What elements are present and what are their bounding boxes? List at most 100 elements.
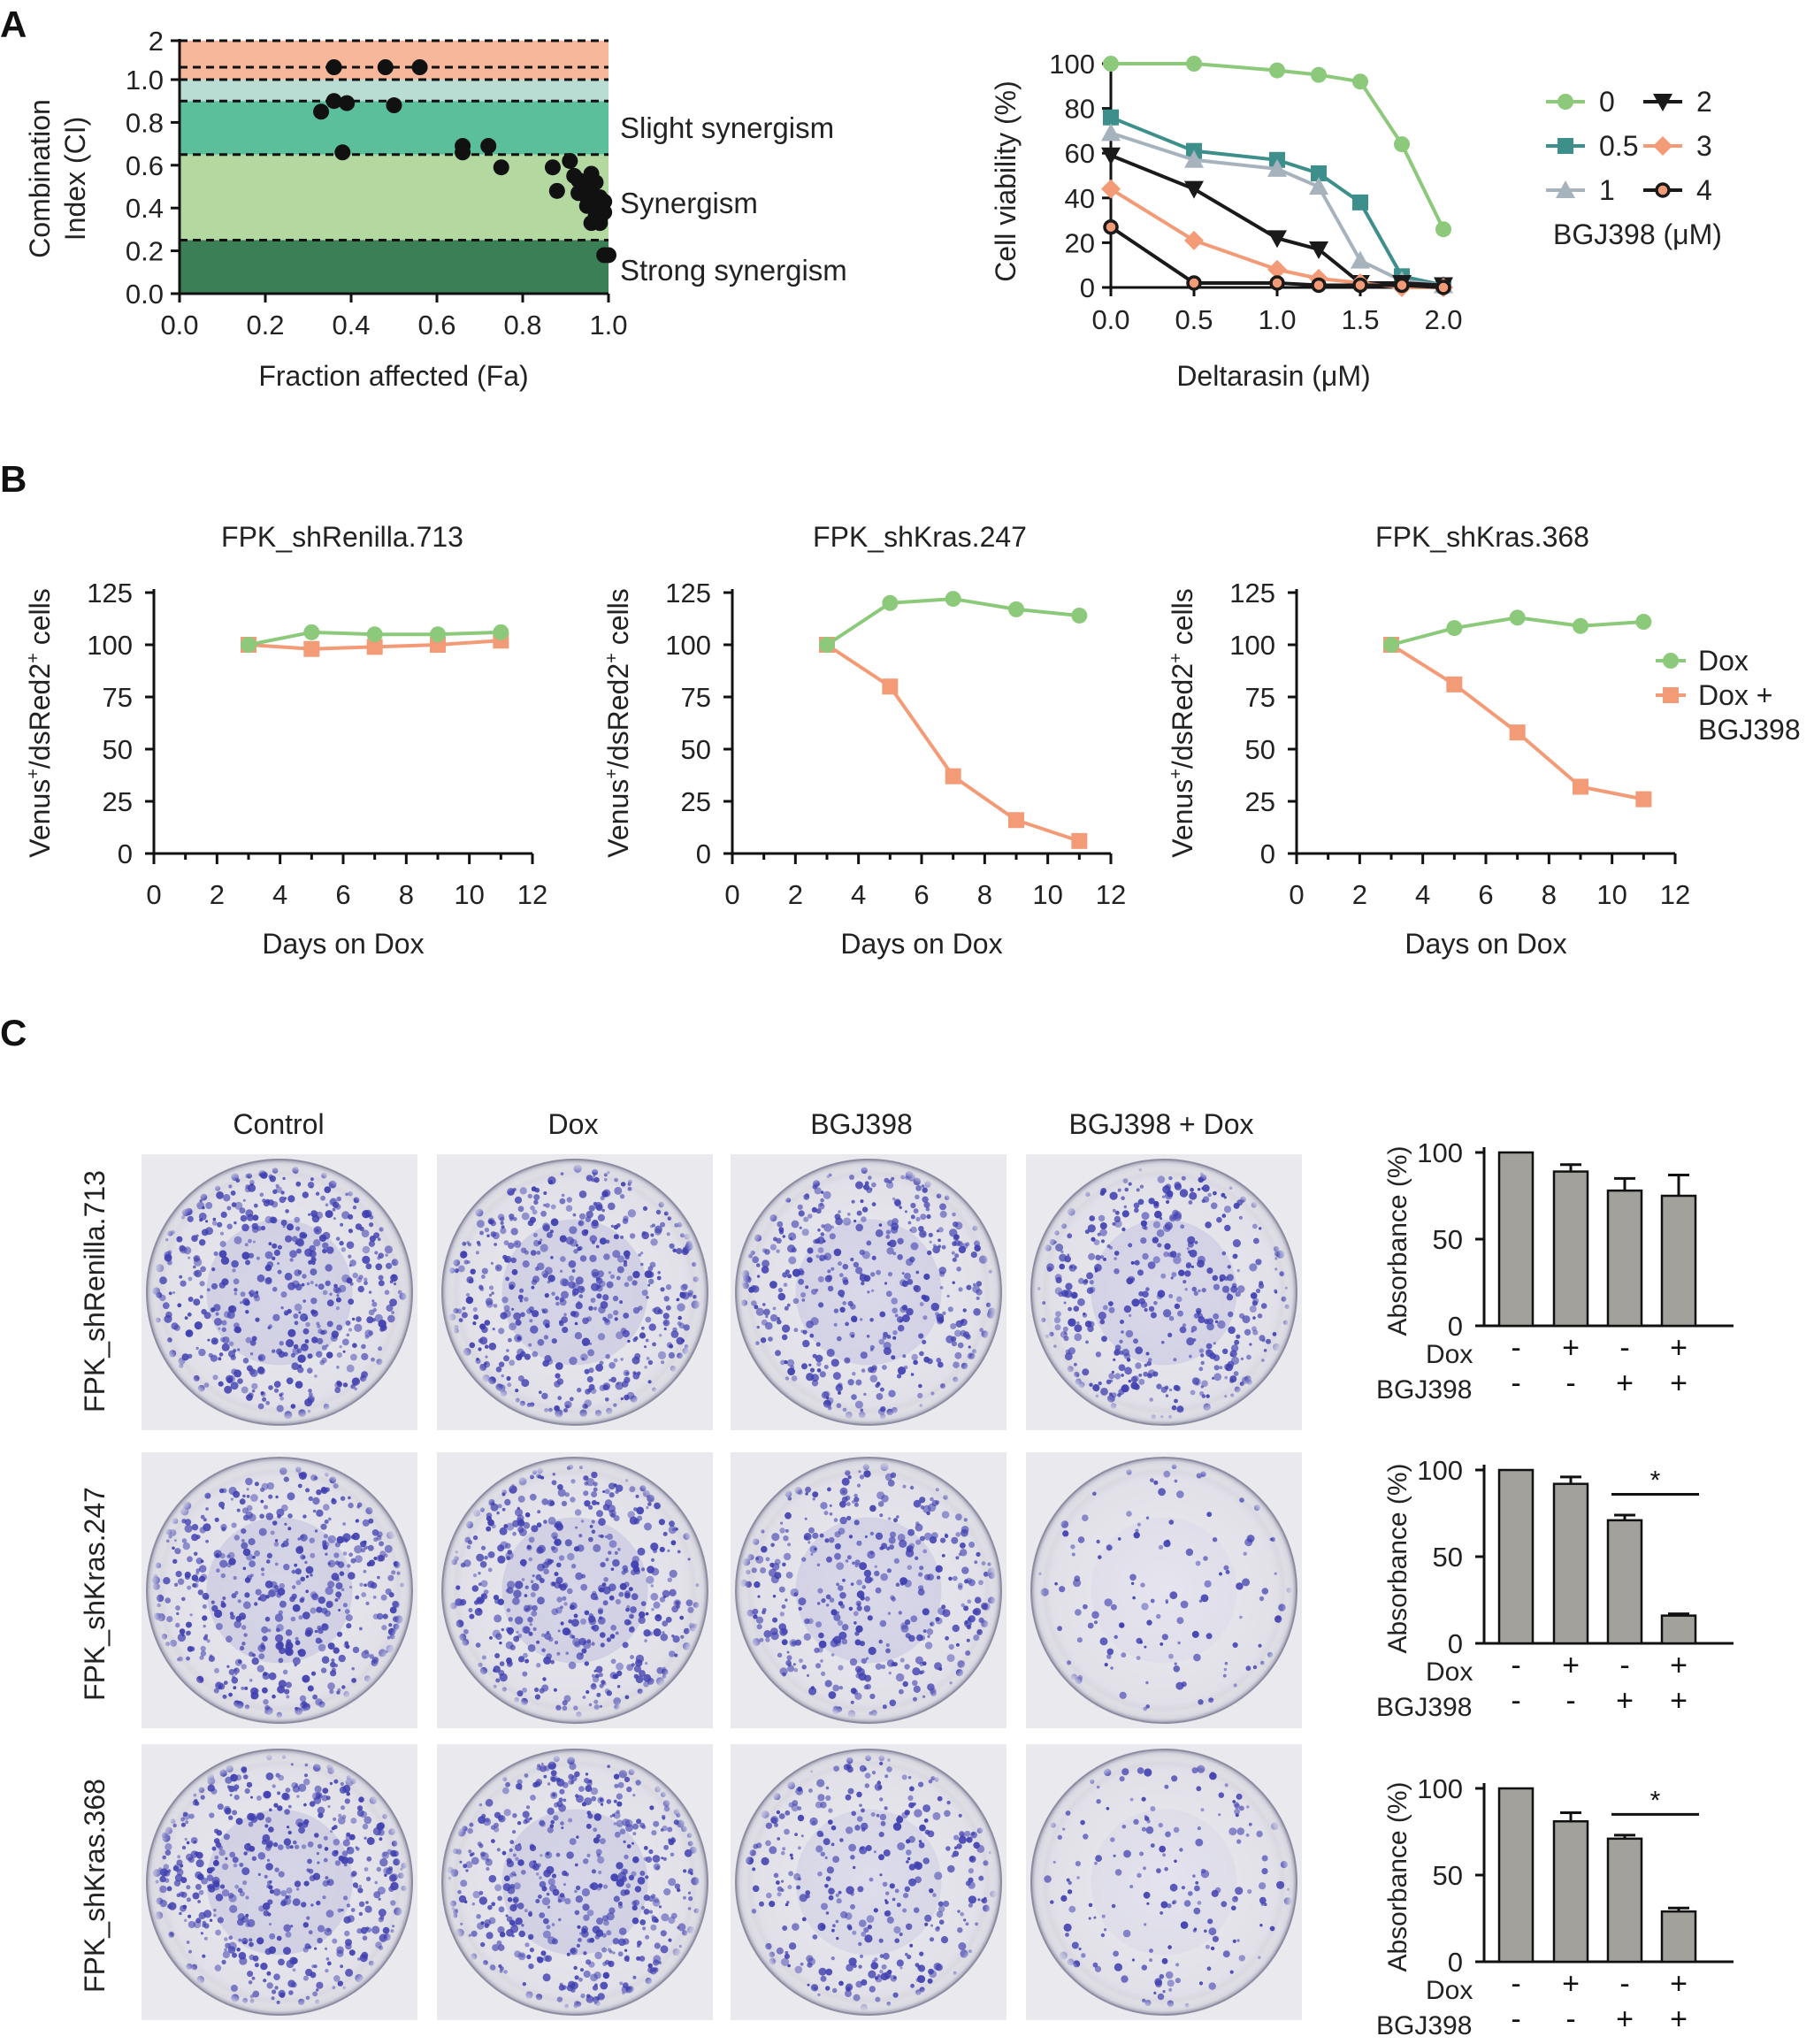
c-col-control: Control	[233, 1108, 324, 1140]
viability-point	[1103, 109, 1119, 126]
colony-plate-r3-c2	[437, 1744, 713, 2020]
plate-rim	[1030, 1457, 1297, 1724]
viability-legend-marker	[1653, 136, 1672, 156]
plate-rim	[1030, 1159, 1297, 1426]
ci-x-tick-label: 0.2	[246, 310, 284, 341]
ci-x-tick-label: 0.0	[160, 310, 198, 341]
viability-legend-marker	[1653, 94, 1672, 111]
viability-xlabel: Deltarasin (μM)	[1176, 360, 1370, 392]
viability-point	[1267, 259, 1287, 279]
venus-point	[819, 637, 835, 653]
ci-point	[544, 159, 561, 176]
panel-label-c: C	[0, 1012, 27, 1053]
venus-point	[1008, 812, 1024, 829]
viability-point	[1267, 230, 1287, 249]
venus-series-line-1	[825, 643, 1080, 843]
venus-point	[1509, 609, 1526, 626]
venus-x-tick-label: 12	[1096, 879, 1126, 910]
venus-ylabel: Venus+/dsRed2+ cells	[602, 588, 634, 857]
colony-plate-r1-c1	[142, 1154, 417, 1430]
venus-xlabel: Days on Dox	[840, 928, 1002, 960]
ci-point	[411, 59, 428, 75]
venus-x-tick-label: 2	[788, 879, 803, 910]
ci-ylabel-line1: Combination	[24, 99, 56, 258]
ci-zone-0	[180, 240, 608, 294]
venus-y-tick-label: 0	[1260, 838, 1275, 869]
b-title-3: FPK_shKras.368	[1375, 521, 1589, 553]
venus-y-tick-label: 75	[1245, 682, 1275, 713]
viability-legend-marker	[1558, 138, 1573, 154]
b-legend-doxbgj-marker	[1663, 687, 1679, 703]
viability-x-tick-label: 0.5	[1175, 304, 1213, 335]
venus-x-tick-label: 0	[1289, 879, 1304, 910]
venus-ylabel: Venus+/dsRed2+ cells	[1167, 588, 1198, 857]
venus-x-tick-label: 10	[454, 879, 484, 910]
plate-rim	[735, 1457, 1002, 1724]
ci-point	[562, 152, 578, 169]
ci-zone-label-synergism: Synergism	[620, 187, 758, 219]
plate-rim	[441, 1159, 708, 1426]
venus-point	[1383, 637, 1399, 653]
venus-y-tick-label: 0	[696, 838, 711, 869]
viability-point	[1311, 66, 1327, 83]
venus-point	[493, 624, 509, 640]
ci-point	[574, 176, 591, 193]
b-legend-dox-marker	[1663, 653, 1679, 669]
venus-y-tick-label: 125	[87, 578, 133, 609]
viability-legend-marker	[1558, 94, 1573, 110]
colony-plates	[142, 1154, 1302, 2020]
viability-legend-marker	[1556, 180, 1575, 198]
venus-y-tick-label: 75	[681, 682, 711, 713]
viability-point	[1101, 179, 1121, 199]
viability-point	[1184, 230, 1204, 250]
viability-point	[1394, 136, 1410, 153]
venus-y-tick-label: 50	[1245, 734, 1275, 765]
venus-series-line-1	[1389, 643, 1644, 801]
venus-x-tick-label: 0	[146, 879, 161, 910]
ci-point	[596, 204, 613, 221]
plate-rim	[146, 1749, 413, 2016]
ci-x-tick-label: 0.6	[417, 310, 455, 341]
viability-point	[1184, 149, 1204, 168]
venus-xlabel: Days on Dox	[262, 928, 424, 960]
ci-zone-label-strong: Strong synergism	[620, 254, 847, 287]
ci-ylabel-line2: Index (CI)	[59, 117, 91, 241]
viability-point	[1435, 221, 1451, 238]
viability-point	[1186, 275, 1202, 291]
venus-x-tick-label: 6	[335, 879, 350, 910]
viability-point	[1186, 56, 1202, 72]
colony-plate-r3-c3	[731, 1744, 1007, 2020]
venus-point	[241, 637, 256, 653]
venus-x-tick-label: 6	[914, 879, 929, 910]
venus-x-tick-label: 4	[851, 879, 866, 910]
viability-point	[1309, 241, 1328, 259]
viability-point	[1184, 180, 1204, 199]
venus-point	[1008, 601, 1024, 617]
viability-y-tick-label: 60	[1065, 138, 1095, 169]
venus-x-tick-label: 12	[517, 879, 547, 910]
ci-point	[548, 182, 565, 199]
viability-x-tick-label: 0.0	[1091, 304, 1129, 335]
plate-rim	[146, 1159, 413, 1426]
venus-y-tick-label: 25	[681, 786, 711, 817]
venus-point	[1509, 724, 1526, 741]
venus-point	[945, 591, 961, 608]
c-col-bgj: BGJ398	[810, 1108, 913, 1140]
venus-xlabel: Days on Dox	[1405, 928, 1566, 960]
venus-x-tick-label: 4	[272, 879, 287, 910]
colony-plate-r2-c3	[731, 1452, 1007, 1728]
viability-legend-label: 4	[1696, 174, 1712, 206]
ci-point	[386, 97, 402, 114]
venus-y-tick-label: 100	[665, 630, 711, 661]
venus-y-tick-label: 0	[118, 838, 133, 869]
ci-point	[313, 103, 330, 120]
ci-zone-1	[180, 154, 608, 241]
viability-series-line-0	[1111, 62, 1445, 231]
viability-point	[1351, 250, 1370, 269]
venus-y-tick-label: 100	[1229, 630, 1275, 661]
venus-x-tick-label: 8	[977, 879, 992, 910]
venus-point	[1573, 778, 1588, 795]
